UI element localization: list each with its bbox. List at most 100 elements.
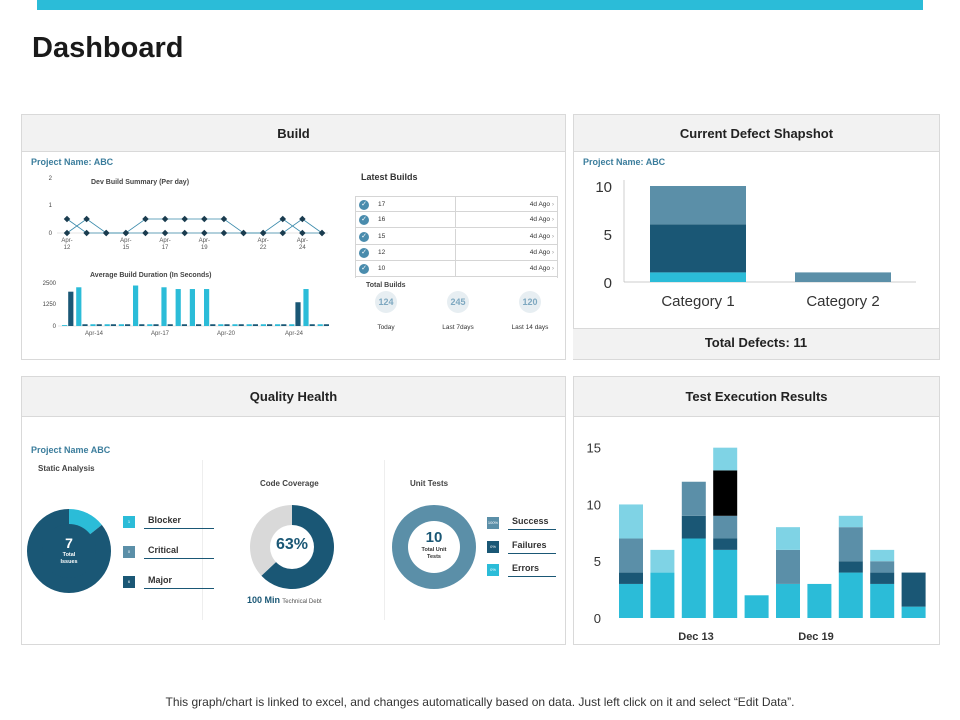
test-ytick: 15 xyxy=(587,441,601,456)
defect-ytick: 10 xyxy=(595,179,612,196)
duration-bar xyxy=(224,324,230,326)
avg-build-duration-chart[interactable]: 2500 1250 0 Apr-14 Apr-17 Apr-20 Apr-24 xyxy=(36,276,336,341)
defect-snapshot-chart[interactable]: 0 5 10 Category 1 Category 2 xyxy=(580,170,930,320)
summary-ytick: 0 xyxy=(49,231,53,237)
duration-bar xyxy=(317,324,323,326)
summary-xtick-day: 15 xyxy=(123,245,130,251)
summary-xtick-month: Apr- xyxy=(61,238,72,244)
row-divider xyxy=(455,244,456,260)
duration-bar xyxy=(210,324,216,326)
test-bar-segment xyxy=(870,583,895,618)
static-total-label: Total Issues xyxy=(60,552,78,565)
summary-point xyxy=(318,229,326,237)
row-divider xyxy=(455,212,456,228)
quality-divider-2 xyxy=(384,460,385,620)
test-bar-segment xyxy=(619,583,643,618)
test-bar-segment xyxy=(776,549,800,584)
test-bar-segment xyxy=(713,549,738,618)
test-ytick: 10 xyxy=(587,497,601,512)
test-bar-segment xyxy=(838,561,863,573)
build-age-text: 4d Ago xyxy=(529,248,551,256)
static-legend-underline xyxy=(144,558,214,559)
latest-build-row[interactable]: ✓ 15 4d Ago › xyxy=(355,228,558,245)
test-bar-segment xyxy=(776,583,800,618)
static-legend-swatch: 0 xyxy=(123,546,135,558)
summary-point xyxy=(63,215,71,223)
test-bar-segment xyxy=(713,538,738,550)
duration-bar xyxy=(167,324,173,326)
code-coverage-title: Code Coverage xyxy=(260,479,319,488)
defect-total: Total Defects: 11 xyxy=(704,335,808,350)
unit-legend-swatch: 100% xyxy=(487,517,499,529)
summary-xtick-day: 12 xyxy=(64,245,71,251)
test-bar-segment xyxy=(650,549,675,573)
duration-xtick: Apr-24 xyxy=(285,331,304,337)
test-bar-segment xyxy=(901,572,926,607)
duration-bar xyxy=(147,324,153,326)
summary-point xyxy=(142,215,149,223)
summary-point xyxy=(240,229,247,237)
test-bar-segment xyxy=(901,606,926,618)
footer-note: This graph/chart is linked to excel, and… xyxy=(165,695,795,709)
test-ytick: 0 xyxy=(594,611,601,626)
chevron-right-icon: › xyxy=(551,232,554,240)
defect-panel: Current Defect Shapshot xyxy=(573,114,940,360)
latest-build-row[interactable]: ✓ 17 4d Ago › xyxy=(355,196,558,212)
test-bar-segment xyxy=(619,504,643,539)
static-legend-swatch: 6 xyxy=(123,576,135,588)
test-bar-segment xyxy=(619,538,643,573)
test-execution-chart[interactable]: 0 5 10 15 Dec 13 Dec 19 xyxy=(575,430,935,640)
summary-point xyxy=(201,215,208,223)
row-divider xyxy=(455,261,456,277)
latest-builds-title: Latest Builds xyxy=(361,172,418,182)
coverage-debt: 100 Min Technical Debt xyxy=(247,595,322,605)
latest-build-row[interactable]: ✓ 12 4d Ago › xyxy=(355,244,558,261)
summary-xtick-day: 17 xyxy=(162,245,169,251)
defect-header: Current Defect Shapshot xyxy=(574,115,939,152)
unit-tests-title: Unit Tests xyxy=(410,479,449,488)
summary-point xyxy=(83,229,90,237)
duration-ytick: 1250 xyxy=(43,302,57,308)
coverage-debt-label: Technical Debt xyxy=(282,599,322,605)
build-age-text: 4d Ago xyxy=(529,201,551,208)
quality-project-name: Project Name ABC xyxy=(31,445,111,455)
latest-build-row[interactable]: ✓ 16 4d Ago › xyxy=(355,212,558,229)
summary-xtick-month: Apr- xyxy=(159,238,170,244)
static-analysis-donut[interactable] xyxy=(26,508,112,594)
duration-xtick: Apr-17 xyxy=(151,331,170,337)
build-age: 4d Ago › xyxy=(530,265,554,272)
summary-point xyxy=(63,229,71,237)
chevron-right-icon: › xyxy=(551,248,554,256)
defect-ytick: 5 xyxy=(604,227,612,244)
build-age: 4d Ago › xyxy=(530,201,554,208)
unit-legend-underline xyxy=(508,576,556,577)
unit-legend-underline xyxy=(508,529,556,530)
summary-xtick-day: 22 xyxy=(260,245,267,251)
test-bar-segment xyxy=(870,561,895,573)
summary-ytick: 1 xyxy=(49,203,53,209)
row-divider xyxy=(455,197,456,211)
duration-bar xyxy=(238,324,244,326)
build-header: Build xyxy=(22,115,565,152)
summary-point xyxy=(259,229,267,237)
duration-bar xyxy=(153,324,159,326)
coverage-debt-value: 100 Min xyxy=(247,595,281,605)
duration-ytick: 0 xyxy=(53,324,57,330)
duration-xtick: Apr-20 xyxy=(217,331,236,337)
latest-build-row[interactable]: ✓ 10 4d Ago › xyxy=(355,261,558,278)
duration-bar xyxy=(204,289,210,326)
build-age-text: 4d Ago xyxy=(529,232,551,240)
summary-point xyxy=(279,215,287,223)
summary-xtick-day: 19 xyxy=(201,245,208,251)
test-bar-segment xyxy=(838,515,863,528)
code-coverage-donut[interactable] xyxy=(249,504,335,590)
test-ytick: 5 xyxy=(594,554,601,569)
unit-tests-donut[interactable] xyxy=(391,504,477,590)
test-bar-segment xyxy=(713,470,738,516)
duration-bar xyxy=(110,324,116,326)
duration-bar xyxy=(175,289,181,326)
duration-bar xyxy=(260,324,266,326)
summary-xtick-month: Apr- xyxy=(257,238,268,244)
duration-bar xyxy=(267,324,273,326)
